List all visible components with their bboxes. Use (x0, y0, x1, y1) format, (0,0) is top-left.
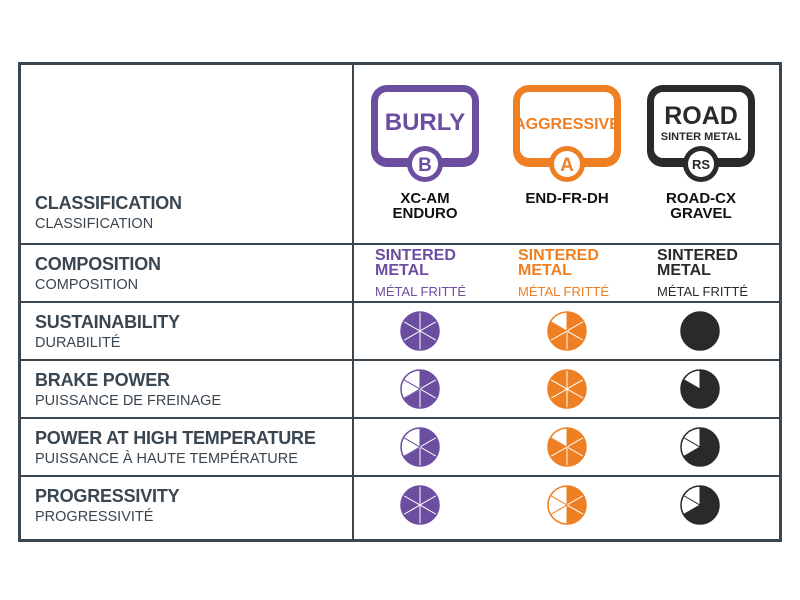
rating-ring (400, 369, 440, 409)
range-line: GRAVEL (670, 205, 732, 222)
burly-composition: SINTERED METAL MÉTAL FRITTÉ (375, 247, 495, 300)
badge-subname: SINTER METAL (661, 131, 742, 143)
aggressive-composition: SINTERED METAL MÉTAL FRITTÉ (518, 247, 638, 300)
composition-text: SINTERED METAL (657, 247, 738, 279)
badge-name: ROAD (664, 102, 738, 130)
comparison-table: CLASSIFICATION CLASSIFICATION COMPOSITIO… (18, 62, 782, 542)
row-label-composition: COMPOSITION COMPOSITION (35, 254, 161, 293)
row-label-progressivity: PROGRESSIVITY PROGRESSIVITÉ (35, 486, 180, 525)
rating-dot-icon (400, 311, 440, 351)
rating-ring (680, 485, 720, 525)
rating-dot-icon (680, 369, 720, 409)
row-label-sustainability: SUSTAINABILITY DURABILITÉ (35, 312, 180, 351)
range-line: END-FR-DH (525, 190, 609, 207)
road-badge-icon: ROAD SINTER METAL RS (647, 85, 755, 182)
rating-ring (680, 369, 720, 409)
row-subtitle: DURABILITÉ (35, 335, 121, 351)
rating-dot-icon (680, 485, 720, 525)
row-label-brake-power: BRAKE POWER PUISSANCE DE FREINAGE (35, 370, 221, 409)
row-divider (21, 359, 779, 361)
rating-ring (547, 311, 587, 351)
row-title: SUSTAINABILITY (35, 312, 180, 332)
rating-ring (547, 485, 587, 525)
rating-dot-icon (680, 427, 720, 467)
badge-letter: A (560, 155, 574, 176)
row-title: CLASSIFICATION (35, 193, 182, 213)
rating-dot-icon (400, 485, 440, 525)
rating-dot-icon (680, 311, 720, 351)
row-title: POWER AT HIGH TEMPERATURE (35, 428, 316, 448)
row-divider (21, 243, 779, 245)
road-composition: SINTERED METAL MÉTAL FRITTÉ (657, 247, 777, 300)
aggressive-range: END-FR-DH (502, 191, 632, 206)
row-subtitle: PROGRESSIVITÉ (35, 509, 154, 525)
range-line: ENDURO (392, 205, 458, 222)
row-divider (21, 475, 779, 477)
row-divider (21, 417, 779, 419)
rating-ring (547, 427, 587, 467)
rating-ring (400, 427, 440, 467)
badge-name: BURLY (385, 109, 465, 136)
aggressive-badge-icon: AGGRESSIVE A (513, 85, 621, 182)
rating-ring (400, 311, 440, 351)
rating-dot-icon (400, 369, 440, 409)
badge-name: AGGRESSIVE (514, 116, 620, 133)
row-title: BRAKE POWER (35, 370, 170, 390)
row-divider (21, 301, 779, 303)
rating-dot-icon (547, 485, 587, 525)
row-title: COMPOSITION (35, 254, 161, 274)
rating-dot-icon (547, 427, 587, 467)
rating-ring (400, 485, 440, 525)
composition-text-fr: MÉTAL FRITTÉ (375, 284, 466, 299)
badge-letter: B (418, 155, 432, 176)
composition-text: SINTERED METAL (518, 247, 599, 279)
range-line: XC-AM (400, 190, 450, 207)
row-subtitle: CLASSIFICATION (35, 216, 154, 232)
burly-range: XC-AM ENDURO (360, 191, 490, 221)
range-line: ROAD-CX (666, 190, 736, 207)
row-label-high-temp-power: POWER AT HIGH TEMPERATURE PUISSANCE À HA… (35, 428, 316, 467)
row-subtitle: COMPOSITION (35, 277, 139, 293)
burly-badge-icon: BURLY B (371, 85, 479, 182)
row-label-classification: CLASSIFICATION CLASSIFICATION (35, 193, 182, 232)
rating-ring (680, 311, 720, 351)
composition-text-fr: MÉTAL FRITTÉ (518, 284, 609, 299)
badge-letter: RS (692, 157, 710, 172)
composition-text: SINTERED METAL (375, 247, 456, 279)
road-range: ROAD-CX GRAVEL (636, 191, 766, 221)
row-subtitle: PUISSANCE À HAUTE TEMPÉRATURE (35, 451, 298, 467)
rating-ring (680, 427, 720, 467)
composition-text-fr: MÉTAL FRITTÉ (657, 284, 748, 299)
rating-dot-icon (547, 311, 587, 351)
row-title: PROGRESSIVITY (35, 486, 180, 506)
row-subtitle: PUISSANCE DE FREINAGE (35, 393, 222, 409)
rating-dot-icon (547, 369, 587, 409)
rating-ring (547, 369, 587, 409)
rating-dot-icon (400, 427, 440, 467)
